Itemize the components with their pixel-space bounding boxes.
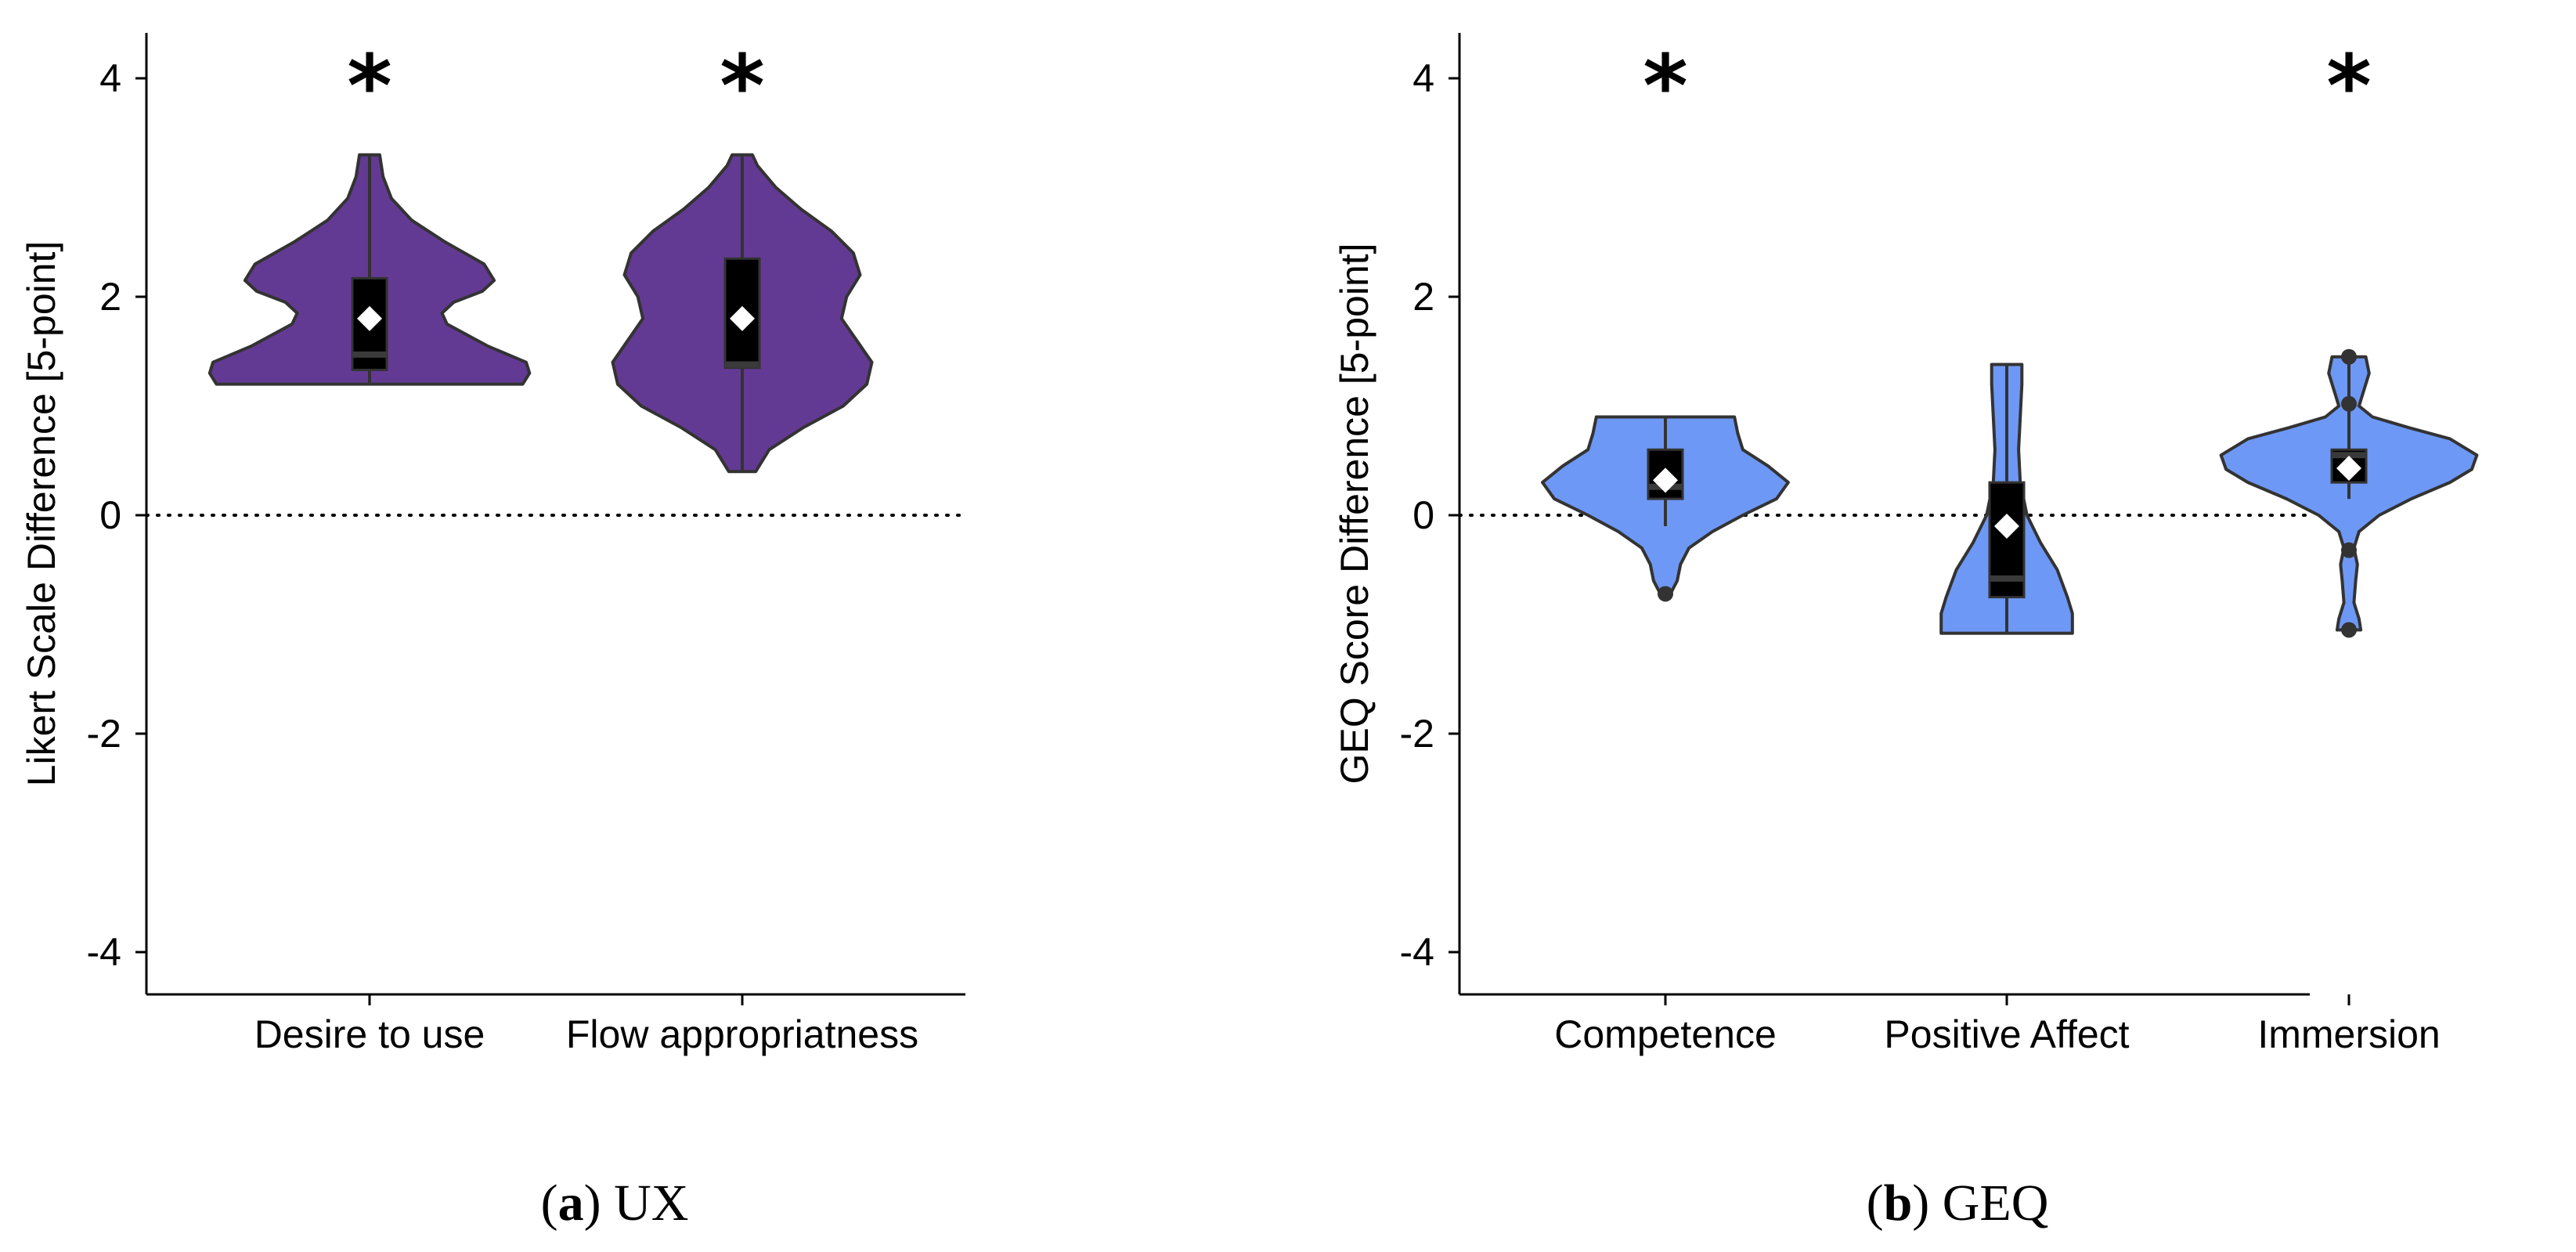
panel-a-violins: * * xyxy=(207,36,874,474)
mean-marker xyxy=(1653,467,1678,493)
significance-star: * xyxy=(347,36,392,136)
violin-b-0: * xyxy=(1541,36,1790,602)
panel-b-caption-text: GEQ xyxy=(1943,1174,2049,1232)
significance-star: * xyxy=(720,36,765,136)
violin-a-1: * xyxy=(611,36,874,474)
x-tick-label: Flow appropriatness xyxy=(566,1012,918,1056)
outlier-point xyxy=(2341,348,2357,365)
significance-star: * xyxy=(2326,36,2372,136)
outlier-point xyxy=(2341,622,2357,638)
panel-a-caption: (a) UX xyxy=(541,1174,689,1232)
y-tick-label: 2 xyxy=(1412,275,1434,319)
y-tick-label: -2 xyxy=(1400,712,1434,756)
panel-a-caption-letter: a xyxy=(558,1174,584,1232)
mean-marker xyxy=(357,305,382,331)
x-tick-label: Positive Affect xyxy=(1884,1012,2129,1056)
y-tick-label: 0 xyxy=(1412,493,1434,537)
outlier-point xyxy=(2341,542,2357,558)
panel-a-y-axis-title: Likert Scale Difference [5-point] xyxy=(20,241,63,787)
panel-a-axes: Desire to use Flow appropriatness 4 2 0 -2 -4 xyxy=(87,33,965,1056)
x-tick-label: Immersion xyxy=(2257,1012,2440,1056)
significance-star: * xyxy=(1643,36,1688,136)
y-tick-label: 4 xyxy=(99,56,121,100)
violin-b-1 xyxy=(1939,363,2074,635)
x-tick-label: Desire to use xyxy=(254,1012,485,1056)
mean-marker xyxy=(2336,456,2361,482)
panel-a-caption-text: UX xyxy=(614,1174,688,1232)
y-tick-label: 4 xyxy=(1412,56,1434,100)
panel-b-caption-letter: b xyxy=(1884,1174,1913,1232)
y-tick-label: -4 xyxy=(87,930,121,974)
violin-b-2: * xyxy=(2219,36,2479,638)
y-tick-label: 2 xyxy=(99,275,121,319)
x-tick-label: Competence xyxy=(1554,1012,1777,1056)
y-tick-label: -2 xyxy=(87,712,121,756)
mean-marker xyxy=(730,305,755,331)
panel-b-violins: * * xyxy=(1541,36,2479,638)
panel-b-y-axis-title: GEQ Score Difference [5-point] xyxy=(1333,243,1376,784)
y-tick-label: -4 xyxy=(1400,930,1434,974)
violin-a-0: * xyxy=(207,36,532,386)
outlier-point xyxy=(2341,395,2357,412)
mean-marker xyxy=(1994,513,2019,539)
panel-b-caption: (b) GEQ xyxy=(1867,1174,2049,1232)
panel-b-axes: Competence Positive Affect Immersion 4 2 0 -2 -… xyxy=(1400,33,2441,1056)
y-tick-label: 0 xyxy=(99,493,121,537)
panel-b: * * Competence Positive Affect Immersion420… xyxy=(1333,33,2479,1232)
panel-a: * * Desire to use Flow appropriatness420-2… xyxy=(20,33,967,1232)
outlier-point xyxy=(1658,586,1673,602)
